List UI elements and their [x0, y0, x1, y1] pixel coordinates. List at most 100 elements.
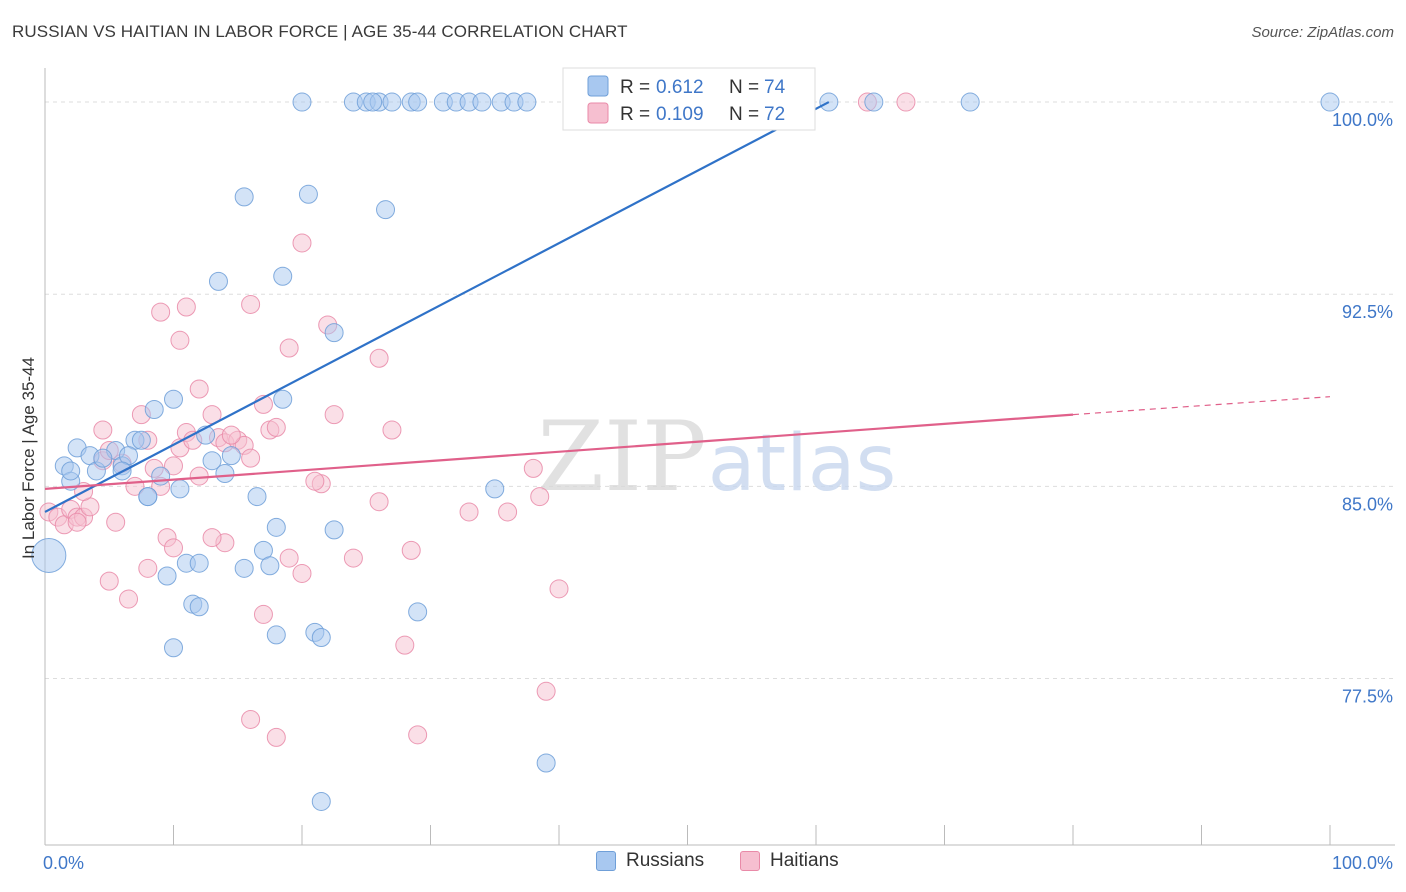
haitians-point [401, 540, 421, 560]
russians-point [292, 92, 312, 112]
watermark-atlas: atlas [708, 419, 897, 509]
russians-point [408, 92, 428, 112]
haitians-point [279, 338, 299, 358]
y-tick-label: 77.5% [1342, 686, 1393, 706]
haitians-n-value: 72 [764, 104, 785, 125]
legend-item-russians[interactable]: Russians [596, 850, 704, 872]
haitians-point [253, 604, 273, 624]
russians-point [189, 553, 209, 573]
russians-point [864, 92, 884, 112]
haitians-point [536, 681, 556, 701]
haitians-point [99, 571, 119, 591]
russians-point [472, 92, 492, 112]
haitians-point [530, 487, 550, 507]
haitians-point [151, 302, 171, 322]
axes [44, 68, 1395, 846]
russians-point [234, 187, 254, 207]
haitians-point [292, 233, 312, 253]
russians-point [157, 566, 177, 586]
y-tick-label: 92.5% [1342, 302, 1393, 322]
x-tick-label: 100.0% [1332, 853, 1393, 873]
haitians-stat-swatch [587, 102, 609, 124]
russians-point [376, 200, 396, 220]
haitians-r-value: 0.109 [656, 104, 704, 125]
russians-point [485, 479, 505, 499]
russians-point [960, 92, 980, 112]
haitians-point [459, 502, 479, 522]
russians-point [324, 520, 344, 540]
y-tick-labels: 77.5% 85.0% 92.5% 100.0% [1332, 110, 1393, 706]
haitians-point [241, 294, 261, 314]
russians-point [266, 625, 286, 645]
haitians-point [324, 405, 344, 425]
russians-point [164, 638, 183, 658]
russians-point [408, 602, 428, 622]
haitians-point [498, 502, 518, 522]
haitians-point [67, 512, 87, 532]
russians-trend-line [44, 101, 830, 513]
x-tick-labels: 0.0% 100.0% [43, 853, 1393, 873]
russians-stat-swatch [587, 75, 609, 97]
russians-point [208, 271, 228, 291]
trend-lines [44, 101, 1331, 513]
watermark-zip: ZIP [537, 401, 706, 513]
russians-n-label: N = [729, 77, 759, 98]
y-tick-label: 100.0% [1332, 110, 1393, 130]
russians-point [61, 461, 81, 481]
russians-point [31, 538, 67, 574]
russians-point [273, 266, 293, 286]
haitians-point [202, 528, 222, 548]
russians-point [131, 430, 151, 450]
haitians-point [408, 725, 428, 745]
haitians-point [523, 458, 543, 478]
haitians-point [176, 297, 196, 317]
haitians-point [138, 558, 158, 578]
haitians-point [164, 456, 183, 476]
legend-swatch-russians [596, 851, 616, 871]
haitians-point [292, 563, 312, 583]
russians-point [382, 92, 402, 112]
russians-point [164, 389, 183, 409]
bottom-legend: Russians Haitians [0, 850, 1406, 880]
legend-item-haitians[interactable]: Haitians [740, 850, 839, 872]
haitians-point [106, 512, 126, 532]
legend-swatch-haitians [740, 851, 760, 871]
haitians-point [241, 448, 261, 468]
russians-point [298, 184, 318, 204]
y-axis-label: In Labor Force | Age 35-44 [19, 357, 38, 559]
russians-point [202, 451, 222, 471]
haitians-point [266, 417, 286, 437]
legend-label-russians: Russians [626, 850, 705, 871]
russians-r-value: 0.612 [656, 77, 704, 98]
russians-point [311, 627, 331, 647]
stats-legend: R = 0.612 N = 74 R = 0.109 N = 72 [562, 67, 816, 131]
haitians-point [93, 420, 113, 440]
russians-point [536, 753, 556, 773]
russians-point [260, 556, 280, 576]
russians-point [138, 487, 158, 507]
haitians-trend-line [44, 413, 1074, 490]
haitians-r-label: R = [620, 104, 650, 125]
haitians-point [170, 330, 190, 350]
russians-point [273, 389, 293, 409]
russians-point [247, 487, 267, 507]
russians-point [144, 399, 164, 419]
chart-title: RUSSIAN VS HAITIAN IN LABOR FORCE | AGE … [12, 22, 628, 41]
haitians-point [164, 538, 183, 558]
russians-r-label: R = [620, 77, 650, 98]
y-tick-label: 85.0% [1342, 494, 1393, 514]
russians-point [215, 464, 235, 484]
russians-point [311, 791, 331, 811]
russians-point [266, 517, 286, 537]
haitians-point [221, 425, 241, 445]
source-label: Source: ZipAtlas.com [1251, 24, 1394, 41]
russians-point [93, 448, 113, 468]
haitians-trend-extension [1072, 396, 1331, 416]
haitians-point [382, 420, 402, 440]
haitians-point [241, 709, 261, 729]
haitians-point [189, 466, 209, 486]
haitians-point [279, 548, 299, 568]
haitians-point [305, 471, 325, 491]
russians-point [170, 479, 190, 499]
